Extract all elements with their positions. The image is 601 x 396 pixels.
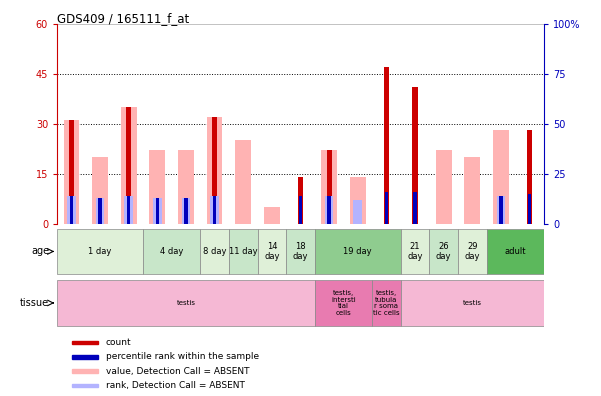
Text: testis,
intersti
tial
cells: testis, intersti tial cells (331, 290, 356, 316)
Bar (213, 196, 216, 224)
Bar (92, 157, 108, 224)
Bar (465, 157, 480, 224)
Bar (528, 194, 531, 224)
Bar (182, 198, 191, 224)
Text: age: age (31, 246, 49, 257)
Bar (210, 196, 219, 224)
Text: tissue: tissue (20, 298, 49, 308)
Bar (458, 228, 487, 274)
Bar (72, 355, 99, 359)
Bar (487, 228, 544, 274)
Text: percentile rank within the sample: percentile rank within the sample (106, 352, 259, 361)
Bar (121, 107, 136, 224)
Text: testis,
tubula
r soma
tic cells: testis, tubula r soma tic cells (373, 290, 400, 316)
Bar (401, 228, 429, 274)
Bar (69, 120, 74, 224)
Text: 1 day: 1 day (88, 247, 112, 256)
Bar (64, 120, 79, 224)
Text: adult: adult (504, 247, 526, 256)
Bar (496, 196, 505, 224)
Bar (229, 228, 258, 274)
Bar (326, 150, 332, 224)
Text: 19 day: 19 day (343, 247, 372, 256)
Bar (286, 228, 315, 274)
Text: testis: testis (177, 300, 195, 306)
Bar (413, 192, 416, 224)
Text: value, Detection Call = ABSENT: value, Detection Call = ABSENT (106, 367, 249, 376)
Bar (436, 150, 451, 224)
Text: testis: testis (463, 300, 482, 306)
Bar (499, 196, 502, 224)
Bar (315, 280, 372, 326)
Bar (99, 198, 102, 224)
Bar (178, 150, 194, 224)
Text: 11 day: 11 day (229, 247, 258, 256)
Bar (372, 280, 401, 326)
Bar (384, 67, 389, 224)
Bar (153, 198, 162, 224)
Bar (353, 200, 362, 224)
Bar (126, 107, 131, 224)
Text: 8 day: 8 day (203, 247, 227, 256)
Bar (70, 196, 73, 224)
Bar (185, 198, 188, 224)
Bar (325, 196, 334, 224)
Bar (127, 196, 130, 224)
Bar (527, 130, 532, 224)
Bar (57, 280, 315, 326)
Bar (200, 228, 229, 274)
Bar (299, 196, 302, 224)
Text: count: count (106, 338, 132, 347)
Bar (72, 369, 99, 373)
Bar (124, 196, 133, 224)
Bar (264, 207, 279, 224)
Bar (212, 117, 217, 224)
Bar (412, 87, 418, 224)
Bar (298, 177, 303, 224)
Bar (328, 196, 331, 224)
Bar (150, 150, 165, 224)
Text: 29
day: 29 day (465, 242, 480, 261)
Bar (72, 341, 99, 344)
Bar (143, 228, 200, 274)
Bar (493, 130, 509, 224)
Bar (57, 228, 143, 274)
Text: 26
day: 26 day (436, 242, 451, 261)
Text: 21
day: 21 day (407, 242, 423, 261)
Bar (72, 384, 99, 387)
Bar (156, 198, 159, 224)
Text: 4 day: 4 day (160, 247, 183, 256)
Text: 18
day: 18 day (293, 242, 308, 261)
Text: 14
day: 14 day (264, 242, 279, 261)
Bar (385, 192, 388, 224)
Bar (322, 150, 337, 224)
Bar (236, 141, 251, 224)
Bar (315, 228, 401, 274)
Bar (96, 198, 105, 224)
Bar (429, 228, 458, 274)
Text: rank, Detection Call = ABSENT: rank, Detection Call = ABSENT (106, 381, 245, 390)
Bar (350, 177, 365, 224)
Bar (258, 228, 286, 274)
Bar (67, 196, 76, 224)
Bar (207, 117, 222, 224)
Bar (401, 280, 544, 326)
Text: GDS409 / 165111_f_at: GDS409 / 165111_f_at (57, 12, 189, 25)
